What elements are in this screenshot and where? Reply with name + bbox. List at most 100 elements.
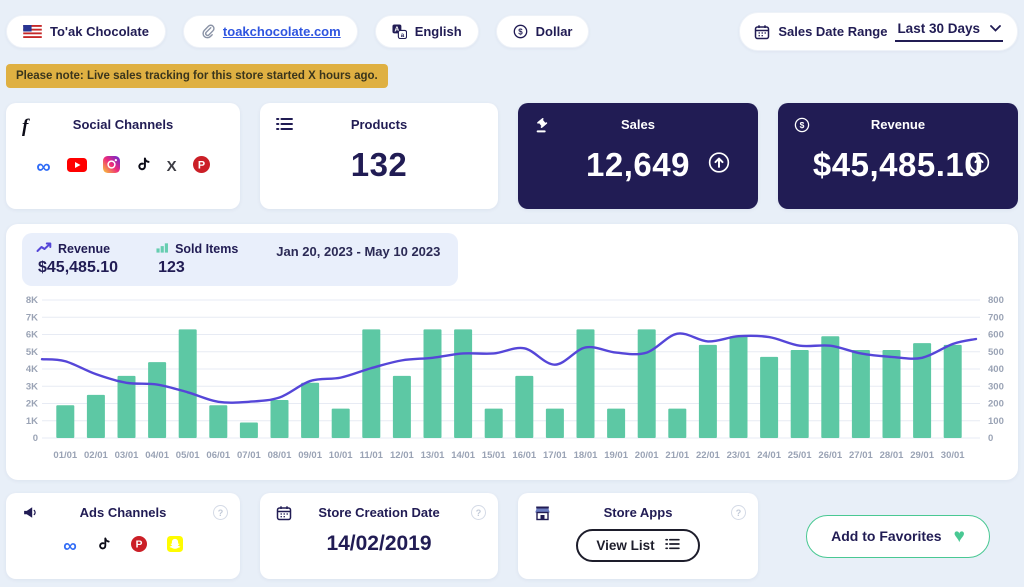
store-creation-card: Store Creation Date ? 14/02/2019: [260, 493, 498, 579]
svg-text:400: 400: [988, 364, 1004, 375]
svg-text:100: 100: [988, 416, 1004, 427]
svg-text:07/01: 07/01: [237, 450, 261, 461]
paperclip-icon: [200, 24, 215, 39]
instagram-icon[interactable]: [102, 156, 120, 178]
svg-text:2K: 2K: [26, 399, 38, 410]
currency-pill[interactable]: $ Dollar: [495, 15, 590, 48]
language-label: English: [414, 24, 462, 39]
youtube-icon[interactable]: [66, 157, 87, 177]
svg-text:12/01: 12/01: [390, 450, 414, 461]
bar-line-chart: 8K 800 7K 700 6K 600 5K 500 4K 400 3K 300 2K 200 1K 100…: [26, 295, 1004, 461]
svg-text:8K: 8K: [26, 295, 38, 306]
tiktok-icon[interactable]: [136, 156, 151, 178]
svg-text:5K: 5K: [26, 347, 38, 358]
svg-text:14/01: 14/01: [451, 450, 475, 461]
svg-text:11/01: 11/01: [360, 450, 384, 461]
live-tracking-notice: Please note: Live sales tracking for thi…: [6, 64, 388, 88]
svg-text:09/01: 09/01: [298, 450, 322, 461]
calendar-icon: [276, 505, 292, 521]
svg-text:$: $: [518, 27, 523, 36]
svg-text:4K: 4K: [26, 364, 38, 375]
pinterest-icon[interactable]: P: [192, 156, 210, 178]
svg-text:19/01: 19/01: [604, 450, 628, 461]
svg-text:24/01: 24/01: [757, 450, 781, 461]
legend-sold-items: Sold Items 123: [156, 242, 238, 277]
svg-text:P: P: [198, 159, 205, 171]
sales-chart: 8K 800 7K 700 6K 600 5K 500 4K 400 3K 300 2K 200 1K 100…: [18, 290, 1006, 483]
svg-text:a: a: [400, 32, 404, 39]
date-range-label: Sales Date Range: [778, 24, 888, 39]
products-title: Products: [350, 117, 408, 132]
svg-text:06/01: 06/01: [206, 450, 230, 461]
svg-text:08/01: 08/01: [268, 450, 292, 461]
products-card: Products 132: [260, 103, 498, 209]
dollar-circle-icon: $: [794, 117, 810, 133]
sold-items-bars-icon: [156, 242, 169, 256]
sales-chart-panel: Revenue $45,485.10 Sold Items 123 Jan 20…: [6, 224, 1018, 480]
facebook-icon: f: [22, 116, 29, 137]
svg-text:$: $: [800, 120, 805, 130]
help-icon[interactable]: ?: [213, 505, 228, 520]
svg-text:18/01: 18/01: [574, 450, 598, 461]
svg-text:01/01: 01/01: [53, 450, 77, 461]
calendar-icon: [754, 24, 770, 40]
social-icons-row: ∞ X P: [20, 156, 226, 178]
svg-text:04/01: 04/01: [145, 450, 169, 461]
ads-icons-row: ∞ P: [20, 536, 226, 557]
view-list-button[interactable]: View List: [576, 529, 700, 562]
svg-text:15/01: 15/01: [482, 450, 506, 461]
list-icon: [664, 538, 680, 553]
bottom-row: Ads Channels ? ∞ P Store Creation Date ?…: [6, 493, 1018, 579]
svg-text:10/01: 10/01: [329, 450, 353, 461]
social-channels-card: f Social Channels ∞ X P: [6, 103, 240, 209]
svg-text:16/01: 16/01: [512, 450, 536, 461]
svg-text:P: P: [135, 540, 142, 551]
svg-text:300: 300: [988, 381, 1004, 392]
ads-channels-card: Ads Channels ? ∞ P: [6, 493, 240, 579]
legend-revenue: Revenue $45,485.10: [36, 242, 118, 277]
help-icon[interactable]: ?: [731, 505, 746, 520]
legend-sold-value: 123: [158, 259, 185, 276]
chart-legend: Revenue $45,485.10 Sold Items 123 Jan 20…: [22, 233, 459, 286]
help-icon[interactable]: ?: [471, 505, 486, 520]
chevron-down-icon: [990, 25, 1001, 32]
date-range-selector[interactable]: Sales Date Range Last 30 Days: [739, 12, 1018, 51]
snapchat-icon[interactable]: [166, 536, 183, 557]
tiktok-icon[interactable]: [97, 536, 111, 557]
store-url-pill[interactable]: toakchocolate.com: [182, 15, 358, 48]
products-count: 132: [350, 146, 408, 183]
meta-icon[interactable]: ∞: [63, 535, 77, 557]
add-to-favorites-button[interactable]: Add to Favorites ♥: [806, 514, 990, 558]
pinterest-icon[interactable]: P: [130, 536, 147, 557]
store-apps-card: Store Apps ? View List: [518, 493, 758, 579]
svg-text:A: A: [394, 27, 399, 34]
store-url-link[interactable]: toakchocolate.com: [222, 24, 341, 39]
heart-icon: ♥: [953, 525, 965, 547]
svg-text:13/01: 13/01: [421, 450, 445, 461]
chart-date-range: Jan 20, 2023 - May 10 2023: [276, 244, 441, 259]
store-creation-date: 14/02/2019: [326, 532, 432, 555]
date-range-value: Last 30 Days: [897, 21, 980, 36]
svg-text:05/01: 05/01: [176, 450, 200, 461]
x-icon[interactable]: X: [166, 158, 177, 175]
us-flag-icon: [23, 25, 42, 38]
dollar-circle-icon: $: [513, 24, 528, 39]
revenue-card: $ Revenue $45,485.10: [778, 103, 1018, 209]
svg-text:7K: 7K: [26, 312, 38, 323]
svg-text:0: 0: [33, 433, 38, 444]
megaphone-icon: [22, 505, 39, 520]
meta-icon[interactable]: ∞: [36, 155, 51, 178]
store-name-pill[interactable]: To'ak Chocolate: [6, 15, 166, 48]
svg-text:3K: 3K: [26, 381, 38, 392]
svg-text:800: 800: [988, 295, 1004, 306]
stats-row: f Social Channels ∞ X P Products 132 Sal…: [6, 103, 1018, 209]
svg-text:23/01: 23/01: [727, 450, 751, 461]
svg-text:30/01: 30/01: [941, 450, 965, 461]
svg-text:600: 600: [988, 330, 1004, 341]
svg-text:17/01: 17/01: [543, 450, 567, 461]
svg-text:03/01: 03/01: [115, 450, 139, 461]
trend-up-icon: [708, 152, 730, 179]
legend-revenue-value: $45,485.10: [38, 259, 119, 276]
